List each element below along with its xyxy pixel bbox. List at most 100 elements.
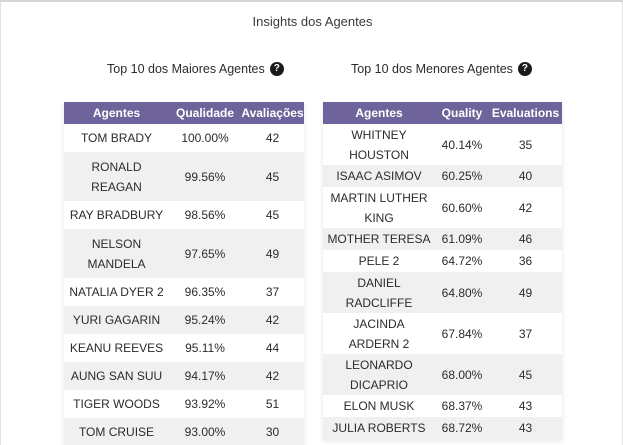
table-row[interactable]: AUNG SAN SUU 94.17% 42: [64, 362, 304, 390]
evaluations-cell: 44: [241, 334, 304, 362]
agent-name-cell: WHITNEY HOUSTON: [323, 124, 435, 165]
evaluations-cell: 35: [489, 124, 562, 165]
evaluations-cell: 42: [241, 306, 304, 334]
evaluations-cell: 45: [241, 201, 304, 229]
agent-name-cell: JACINDA ARDERN 2: [323, 313, 435, 354]
table-row[interactable]: ISAAC ASIMOV 60.25% 40: [323, 165, 562, 187]
evaluations-cell: 42: [241, 362, 304, 390]
table-header-row: Agentes Quality Evaluations: [323, 102, 562, 124]
evaluations-cell: 42: [241, 124, 304, 152]
bottom-agents-panel: Top 10 dos Menores Agentes ? Agentes Qua…: [323, 62, 562, 439]
evaluations-cell: 30: [241, 418, 304, 445]
evaluations-cell: 51: [241, 390, 304, 418]
agent-name-cell: TOM CRUISE: [64, 418, 169, 445]
agent-name-cell: MARTIN LUTHER KING: [323, 187, 435, 228]
agent-name-cell: LEONARDO DICAPRIO: [323, 354, 435, 395]
column-header-quality[interactable]: Quality: [435, 102, 489, 124]
bottom-agents-table-body: WHITNEY HOUSTON 40.14% 35 ISAAC ASIMOV 60.25…: [323, 124, 562, 439]
quality-cell: 64.72%: [435, 250, 489, 272]
quality-cell: 64.80%: [435, 272, 489, 313]
column-header-agentes[interactable]: Agentes: [323, 102, 435, 124]
table-row[interactable]: YURI GAGARIN 95.24% 42: [64, 306, 304, 334]
agent-name-cell: ELON MUSK: [323, 395, 435, 417]
evaluations-cell: 45: [489, 354, 562, 395]
agent-name-cell: RONALD REAGAN: [64, 152, 169, 201]
agent-name-cell: AUNG SAN SUU: [64, 362, 169, 390]
evaluations-cell: 45: [241, 152, 304, 201]
top-agents-title: Top 10 dos Maiores Agentes ?: [107, 62, 304, 76]
agent-name-cell: YURI GAGARIN: [64, 306, 169, 334]
table-row[interactable]: RAY BRADBURY 98.56% 45: [64, 201, 304, 229]
column-header-evaluations[interactable]: Evaluations: [489, 102, 562, 124]
quality-cell: 93.92%: [169, 390, 241, 418]
quality-cell: 98.56%: [169, 201, 241, 229]
agent-name-cell: NATALIA DYER 2: [64, 278, 169, 306]
bottom-agents-table: Agentes Quality Evaluations WHITNEY HOUS…: [323, 102, 562, 439]
column-header-agentes[interactable]: Agentes: [64, 102, 169, 124]
table-row[interactable]: WHITNEY HOUSTON 40.14% 35: [323, 124, 562, 165]
table-row[interactable]: MARTIN LUTHER KING 60.60% 42: [323, 187, 562, 228]
table-row[interactable]: RONALD REAGAN 99.56% 45: [64, 152, 304, 201]
evaluations-cell: 49: [489, 272, 562, 313]
quality-cell: 100.00%: [169, 124, 241, 152]
agent-name-cell: DANIEL RADCLIFFE: [323, 272, 435, 313]
top-agents-table-body: TOM BRADY 100.00% 42 RONALD REAGAN 99.56% 45 R…: [64, 124, 304, 445]
quality-cell: 99.56%: [169, 152, 241, 201]
quality-cell: 61.09%: [435, 228, 489, 250]
question-icon[interactable]: ?: [269, 62, 284, 76]
quality-cell: 60.60%: [435, 187, 489, 228]
evaluations-cell: 43: [489, 417, 562, 439]
agent-name-cell: KEANU REEVES: [64, 334, 169, 362]
quality-cell: 95.24%: [169, 306, 241, 334]
evaluations-cell: 36: [489, 250, 562, 272]
agent-name-cell: MOTHER TERESA: [323, 228, 435, 250]
table-row[interactable]: NELSON MANDELA 97.65% 49: [64, 229, 304, 278]
quality-cell: 68.72%: [435, 417, 489, 439]
top-agents-title-text: Top 10 dos Maiores Agentes: [107, 62, 265, 76]
table-row[interactable]: NATALIA DYER 2 96.35% 37: [64, 278, 304, 306]
table-row[interactable]: TOM BRADY 100.00% 42: [64, 124, 304, 152]
quality-cell: 93.00%: [169, 418, 241, 445]
table-row[interactable]: JULIA ROBERTS 68.72% 43: [323, 417, 562, 439]
top-agents-panel: Top 10 dos Maiores Agentes ? Agentes Qua…: [64, 62, 304, 445]
evaluations-cell: 43: [489, 395, 562, 417]
table-row[interactable]: ELON MUSK 68.37% 43: [323, 395, 562, 417]
question-icon[interactable]: ?: [517, 62, 532, 76]
agent-name-cell: TOM BRADY: [64, 124, 169, 152]
column-header-qualidade[interactable]: Qualidade: [169, 102, 241, 124]
agent-name-cell: RAY BRADBURY: [64, 201, 169, 229]
bottom-agents-title-text: Top 10 dos Menores Agentes: [351, 62, 513, 76]
table-row[interactable]: TIGER WOODS 93.92% 51: [64, 390, 304, 418]
quality-cell: 96.35%: [169, 278, 241, 306]
table-row[interactable]: DANIEL RADCLIFFE 64.80% 49: [323, 272, 562, 313]
table-row[interactable]: MOTHER TERESA 61.09% 46: [323, 228, 562, 250]
table-row[interactable]: KEANU REEVES 95.11% 44: [64, 334, 304, 362]
table-header-row: Agentes Qualidade Avaliações: [64, 102, 304, 124]
page-title: Insights dos Agentes: [252, 14, 373, 29]
quality-cell: 95.11%: [169, 334, 241, 362]
quality-cell: 67.84%: [435, 313, 489, 354]
quality-cell: 97.65%: [169, 229, 241, 278]
top-agents-table: Agentes Qualidade Avaliações TOM BRADY 10…: [64, 102, 304, 445]
evaluations-cell: 42: [489, 187, 562, 228]
evaluations-cell: 37: [489, 313, 562, 354]
agent-name-cell: NELSON MANDELA: [64, 229, 169, 278]
agent-name-cell: JULIA ROBERTS: [323, 417, 435, 439]
bottom-agents-title: Top 10 dos Menores Agentes ?: [351, 62, 562, 76]
quality-cell: 60.25%: [435, 165, 489, 187]
column-header-avaliacoes[interactable]: Avaliações: [241, 102, 304, 124]
agent-name-cell: ISAAC ASIMOV: [323, 165, 435, 187]
quality-cell: 40.14%: [435, 124, 489, 165]
agent-name-cell: PELE 2: [323, 250, 435, 272]
quality-cell: 68.37%: [435, 395, 489, 417]
quality-cell: 94.17%: [169, 362, 241, 390]
table-row[interactable]: PELE 2 64.72% 36: [323, 250, 562, 272]
table-row[interactable]: TOM CRUISE 93.00% 30: [64, 418, 304, 445]
table-row[interactable]: JACINDA ARDERN 2 67.84% 37: [323, 313, 562, 354]
evaluations-cell: 40: [489, 165, 562, 187]
agent-name-cell: TIGER WOODS: [64, 390, 169, 418]
evaluations-cell: 46: [489, 228, 562, 250]
evaluations-cell: 49: [241, 229, 304, 278]
table-row[interactable]: LEONARDO DICAPRIO 68.00% 45: [323, 354, 562, 395]
